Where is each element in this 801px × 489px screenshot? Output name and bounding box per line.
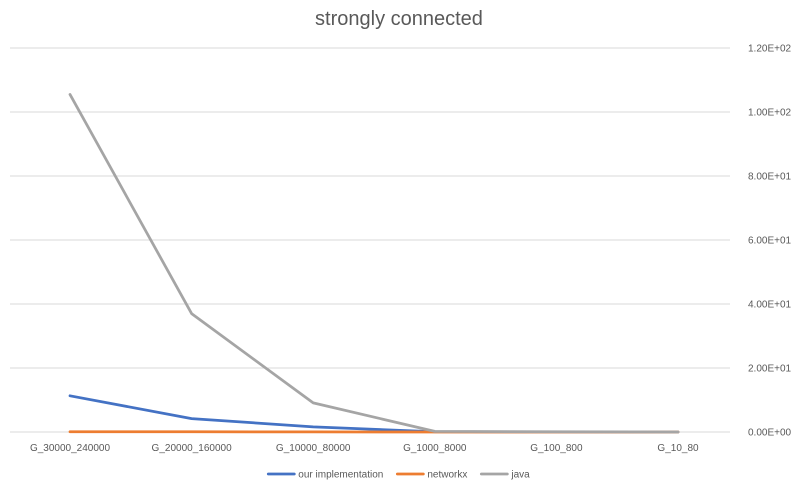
x-tick-label: G_20000_160000 (152, 443, 233, 454)
series-line-2 (68, 93, 680, 434)
legend-label: our implementation (298, 470, 383, 481)
legend-label: networkx (427, 470, 467, 481)
y-tick-label: 2.00E+01 (748, 364, 792, 375)
x-axis-tick-labels: G_30000_240000 G_20000_160000 G_10000_8000… (30, 443, 699, 454)
x-tick-label: G_10_80 (657, 443, 699, 454)
x-tick-label: G_100_800 (530, 443, 583, 454)
y-tick-label: 6.00E+01 (748, 236, 792, 247)
series-line-0 (68, 394, 680, 434)
gridlines (10, 47, 730, 433)
y-tick-label: 1.20E+02 (748, 44, 792, 55)
y-axis-tick-labels: 0.00E+00 2.00E+01 4.00E+01 6.00E+01 8.00E+01… (748, 44, 792, 439)
y-tick-label: 1.00E+02 (748, 108, 792, 119)
x-tick-label: G_10000_80000 (276, 443, 351, 454)
legend-label: java (510, 470, 530, 481)
chart-title: strongly connected (315, 8, 483, 30)
y-tick-label: 8.00E+01 (748, 172, 792, 183)
y-tick-label: 4.00E+01 (748, 300, 792, 311)
y-tick-label: 0.00E+00 (748, 428, 792, 439)
x-tick-label: G_30000_240000 (30, 443, 111, 454)
x-tick-label: G_1000_8000 (403, 443, 467, 454)
series-lines (68, 93, 680, 434)
legend: our implementation networkx java (266, 470, 530, 481)
